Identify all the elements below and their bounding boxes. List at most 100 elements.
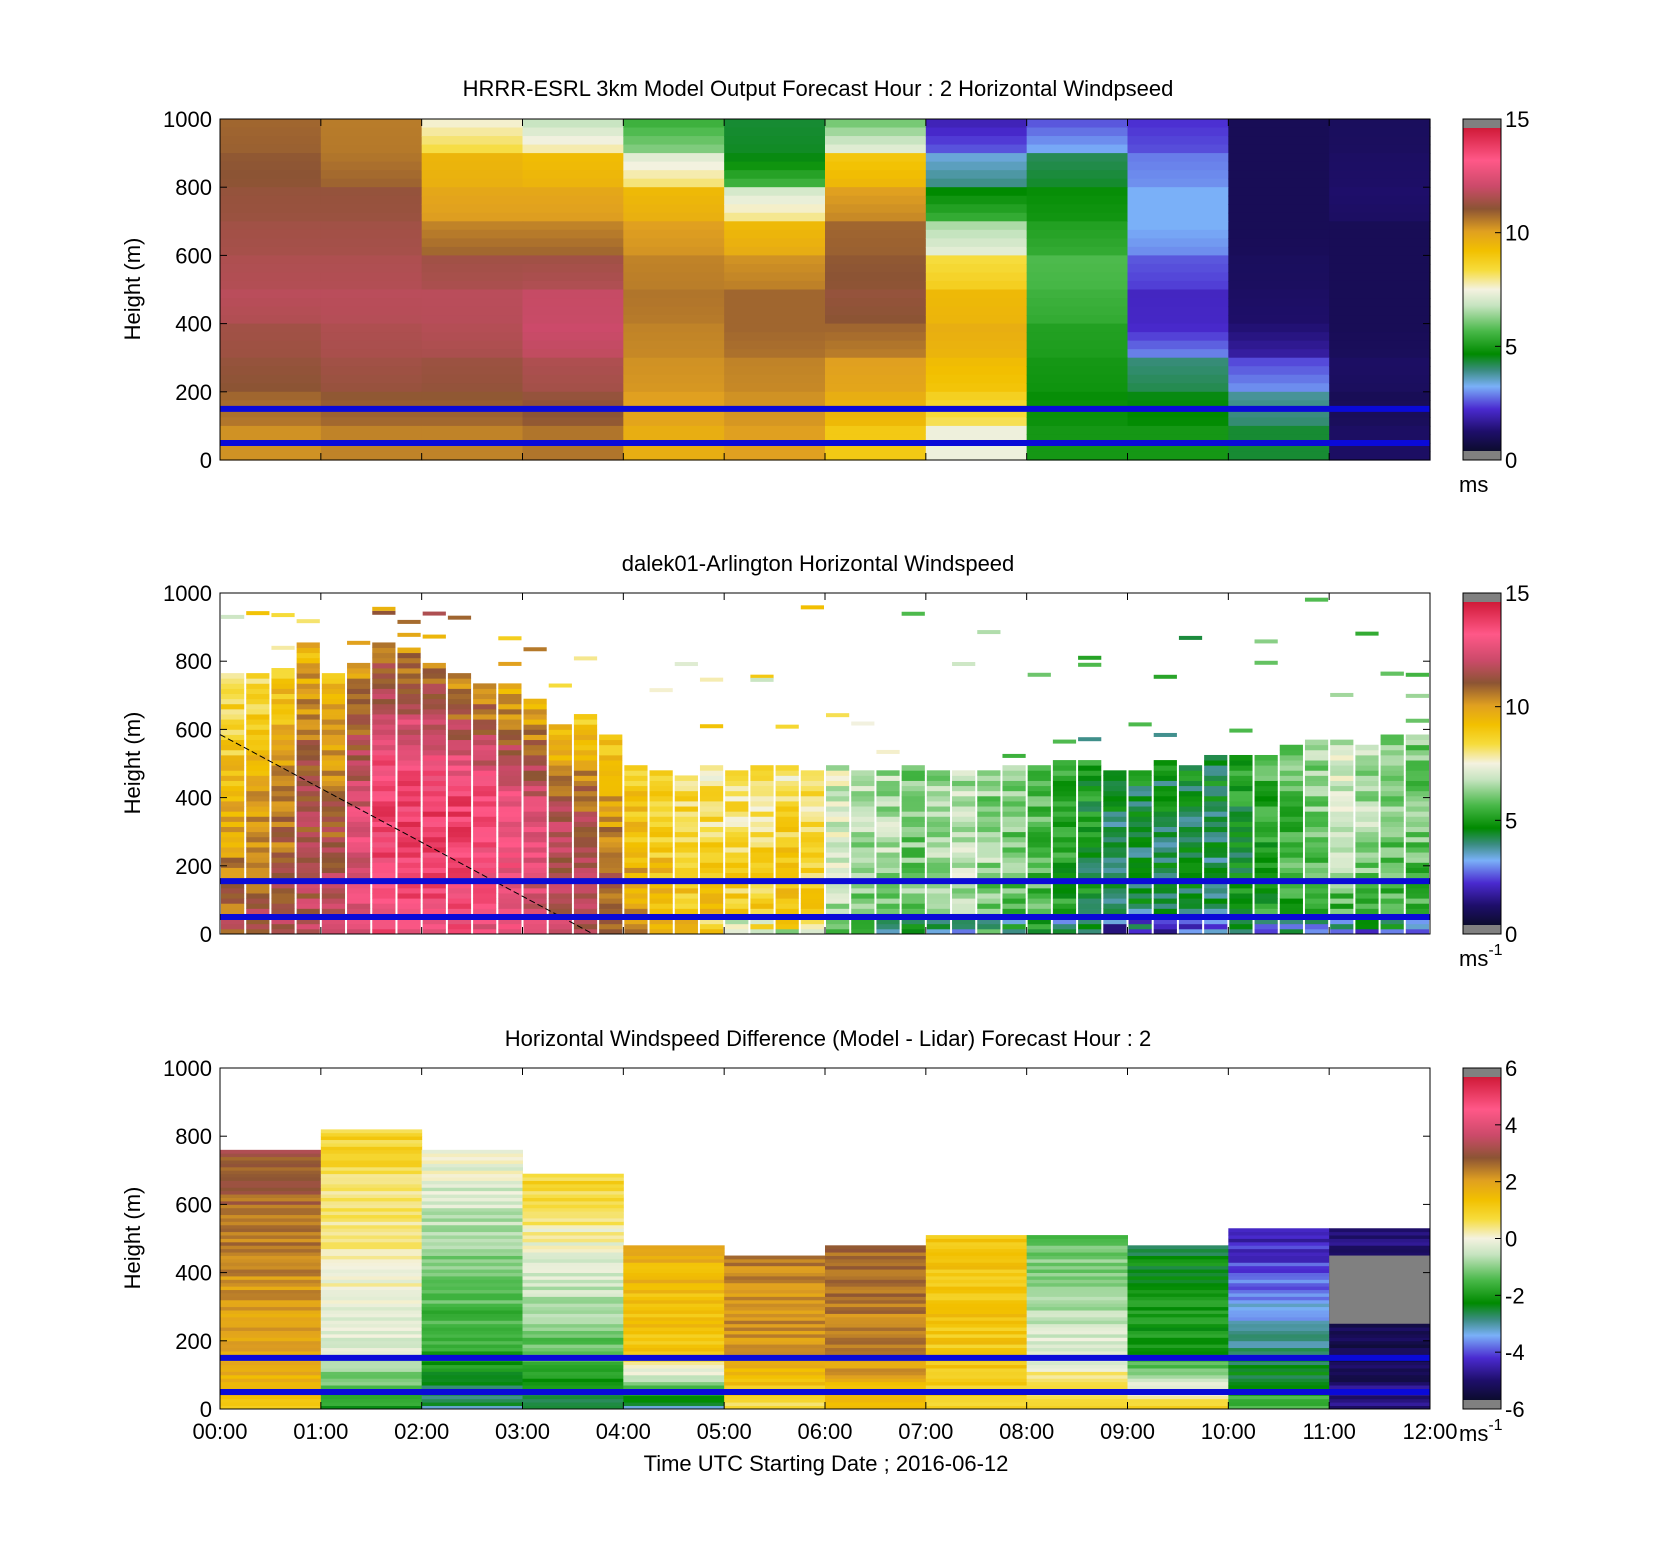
heatmap-cell (220, 434, 322, 444)
profile-bin (1153, 852, 1177, 858)
difference-bin (320, 1194, 423, 1198)
profile-bin (725, 862, 749, 868)
profile-bin (599, 903, 623, 909)
profile-bin (422, 893, 446, 899)
profile-bin (523, 719, 547, 725)
profile-bin (800, 898, 824, 904)
difference-bin (1127, 1306, 1229, 1311)
profile-bin (347, 811, 371, 817)
difference-bin (1127, 1381, 1229, 1386)
profile-bin (1355, 765, 1379, 771)
profile-bin (347, 867, 371, 874)
difference-bin (220, 1153, 322, 1158)
profile-bin (876, 749, 900, 754)
profile-bin (246, 765, 270, 771)
profile-bin (523, 770, 547, 776)
difference-bin (1228, 1313, 1330, 1318)
profile-bin (800, 847, 824, 853)
difference-bin (724, 1282, 826, 1287)
profile-bin (851, 862, 875, 868)
heatmap-cell (825, 136, 927, 146)
heatmap-cell (1329, 280, 1431, 291)
profile-bin (1153, 882, 1177, 889)
profile-bin (548, 847, 572, 853)
heatmap-cell (724, 408, 826, 418)
profile-bin (1103, 816, 1127, 822)
profile-bin (624, 852, 648, 858)
heatmap-cell (724, 298, 826, 308)
profile-bin (523, 882, 547, 889)
profile-bin (599, 801, 623, 807)
profile-bin (422, 739, 446, 746)
profile-bin (1128, 790, 1152, 797)
profile-bin (674, 790, 698, 797)
profile-bin (649, 826, 673, 833)
profile-bin (397, 826, 421, 833)
profile-bin (1229, 754, 1253, 761)
heatmap-cell (1026, 255, 1129, 265)
profile-bin (952, 893, 976, 899)
profile-bin (926, 928, 951, 935)
profile-bin (397, 693, 421, 700)
profile-bin (246, 714, 270, 720)
profile-bin (1229, 867, 1253, 874)
profile-bin (473, 857, 497, 863)
difference-bin (320, 1327, 423, 1331)
profile-bin (624, 836, 648, 843)
heatmap-cell (1228, 451, 1330, 461)
difference-bin (522, 1224, 624, 1229)
heatmap-cell (1026, 340, 1129, 350)
profile-bin (1103, 898, 1127, 904)
profile-bin (347, 795, 371, 802)
profile-bin (649, 811, 673, 817)
profile-bin (1002, 841, 1026, 848)
profile-bin (473, 785, 497, 792)
profile-bin (1405, 739, 1429, 746)
profile-bin (1229, 831, 1253, 838)
difference-bin (522, 1320, 624, 1325)
profile-bin (1279, 785, 1303, 792)
profile-bin (548, 801, 572, 807)
difference-bin (1228, 1310, 1330, 1314)
heatmap-cell (1026, 212, 1129, 222)
profile-bin (1405, 887, 1429, 894)
profile-bin (221, 898, 245, 904)
heatmap-cell (220, 144, 322, 154)
profile-bin (826, 903, 850, 909)
profile-bin (624, 790, 648, 797)
profile-bin (321, 795, 346, 802)
profile-bin (1103, 857, 1127, 863)
profile-bin (775, 795, 799, 802)
heatmap-cell (1228, 425, 1330, 436)
profile-bin (1103, 887, 1127, 894)
profile-bin (1153, 775, 1177, 781)
heatmap-cell (925, 119, 1028, 129)
profile-bin (1279, 760, 1303, 766)
profile-bin (1355, 908, 1379, 914)
profile-bin (246, 801, 270, 807)
difference-bin (320, 1139, 423, 1144)
profile-bin (1355, 770, 1379, 776)
profile-bin (573, 739, 598, 746)
heatmap-cell (925, 187, 1028, 197)
profile-bin (271, 729, 295, 735)
heatmap-cell (724, 280, 826, 291)
profile-bin (498, 836, 522, 843)
heatmap-cell (220, 272, 322, 282)
difference-bin (522, 1333, 624, 1338)
x-tick-label: 06:00 (797, 1419, 852, 1444)
profile-bin (1052, 928, 1077, 935)
profile-bin (599, 806, 623, 812)
profile-bin (1204, 862, 1228, 868)
profile-bin (1279, 826, 1303, 833)
difference-bin (623, 1364, 725, 1369)
profile-bin (473, 928, 497, 935)
heatmap-cell (1127, 161, 1229, 171)
difference-bin (623, 1361, 725, 1366)
difference-bin (1127, 1245, 1229, 1250)
profile-bin (296, 857, 320, 863)
profile-bin (321, 719, 346, 725)
heatmap-cell (220, 323, 322, 333)
profile-bin (826, 831, 850, 838)
